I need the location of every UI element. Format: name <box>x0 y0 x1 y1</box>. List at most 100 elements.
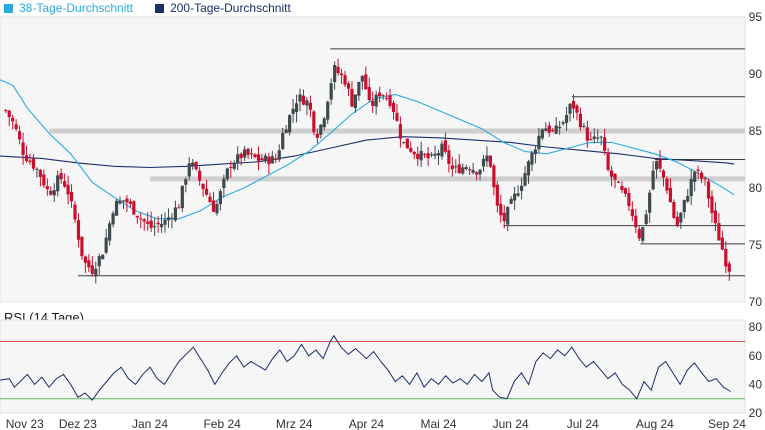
candle-body <box>551 130 555 132</box>
candle-body <box>492 165 496 188</box>
candle-body <box>537 135 541 150</box>
candle-body <box>263 155 268 162</box>
candle-body <box>710 196 714 214</box>
candle-body <box>658 159 662 169</box>
candle-body <box>519 185 524 192</box>
candle-body <box>599 136 603 138</box>
candle-body <box>402 141 406 143</box>
candle-body <box>191 162 195 166</box>
candle-body <box>201 183 205 190</box>
candle-body <box>326 101 330 120</box>
candle-body <box>693 171 697 182</box>
candle-body <box>194 162 198 170</box>
candle-body <box>468 169 472 171</box>
candle-body <box>291 108 295 114</box>
candle-body <box>38 169 42 177</box>
candle-body <box>443 140 448 152</box>
candle-body <box>596 137 600 139</box>
candle-body <box>243 149 247 158</box>
candle-body <box>575 105 579 113</box>
candle-body <box>312 111 316 133</box>
candle-body <box>454 166 458 168</box>
rsi-panel-background <box>0 319 746 414</box>
candle-body <box>315 133 319 138</box>
candle-body <box>381 95 385 97</box>
candle-body <box>274 158 278 160</box>
candle-body <box>63 181 67 187</box>
x-tick-label: Mrz 24 <box>276 417 313 430</box>
candle-body <box>561 122 565 124</box>
candle-body <box>118 200 122 204</box>
candle-body <box>94 268 98 277</box>
candle-body <box>717 223 721 241</box>
rsi-y-tick-label: 80 <box>749 320 763 334</box>
candle-body <box>142 219 146 222</box>
candle-body <box>101 254 105 260</box>
x-axis: Nov 23 Dez 23 Jan 24 Feb 24 Mrz 24 Apr 24 Mai … <box>6 417 747 430</box>
candle-body <box>218 191 222 205</box>
candle-body <box>333 65 337 83</box>
legend-item-ma38[interactable]: 38-Tage-Durchschnitt <box>4 1 133 15</box>
candle-body <box>31 158 36 169</box>
ma38-swatch <box>4 3 13 13</box>
ma200-line <box>0 136 735 169</box>
candle-body <box>177 207 181 209</box>
candle-body <box>229 166 233 168</box>
candle-body <box>426 153 430 159</box>
candle-body <box>76 220 81 240</box>
candle-body <box>648 192 652 213</box>
candle-body <box>343 75 347 85</box>
candle-body <box>371 100 375 106</box>
rsi-line <box>0 334 731 401</box>
candle-body <box>457 164 461 174</box>
candle-body <box>222 178 226 189</box>
candle-body <box>720 237 724 250</box>
candle-body <box>699 172 704 179</box>
candle-body <box>28 160 32 162</box>
candle-body <box>623 188 628 194</box>
candle-body <box>651 170 655 190</box>
x-tick-label: Mai 24 <box>420 417 456 430</box>
candle-body <box>184 179 188 185</box>
legend-item-ma200[interactable]: 200-Tage-Durchschnitt <box>155 1 291 15</box>
candle-body <box>108 223 112 241</box>
price-zone <box>150 176 746 182</box>
candle-body <box>159 223 164 228</box>
candle-body <box>350 89 354 107</box>
candle-body <box>523 173 527 186</box>
candle-body <box>135 215 139 218</box>
candle-body <box>80 236 84 257</box>
candle-body <box>232 163 236 169</box>
candle-body <box>696 169 700 171</box>
candle-body <box>378 92 382 97</box>
candle-body <box>391 102 396 113</box>
candle-body <box>488 155 493 167</box>
candle-body <box>281 132 285 150</box>
candle-body <box>329 83 333 100</box>
ma200-swatch <box>155 3 165 13</box>
candle-body <box>627 193 631 207</box>
candle-body <box>73 204 77 220</box>
ma38-line <box>0 79 735 220</box>
candle-body <box>481 158 486 167</box>
candle-body <box>398 124 403 139</box>
candle-body <box>564 115 569 123</box>
candle-body <box>35 168 39 170</box>
candle-body <box>544 128 548 131</box>
price-y-tick-label: 95 <box>749 10 763 24</box>
candle-body <box>166 217 171 221</box>
candle-body <box>447 150 451 164</box>
candle-body <box>675 216 679 226</box>
candle-body <box>305 100 309 106</box>
candle-body <box>682 199 686 213</box>
x-tick-label: Apr 24 <box>349 417 385 430</box>
candle-body <box>703 178 707 180</box>
candle-body <box>679 212 683 223</box>
candle-body <box>609 170 614 177</box>
candle-body <box>111 213 115 225</box>
candle-body <box>485 155 489 162</box>
candle-body <box>18 131 22 140</box>
candle-body <box>367 87 371 100</box>
x-tick-label: Sep 24 <box>708 417 746 430</box>
x-tick-label: Feb 24 <box>203 417 241 430</box>
